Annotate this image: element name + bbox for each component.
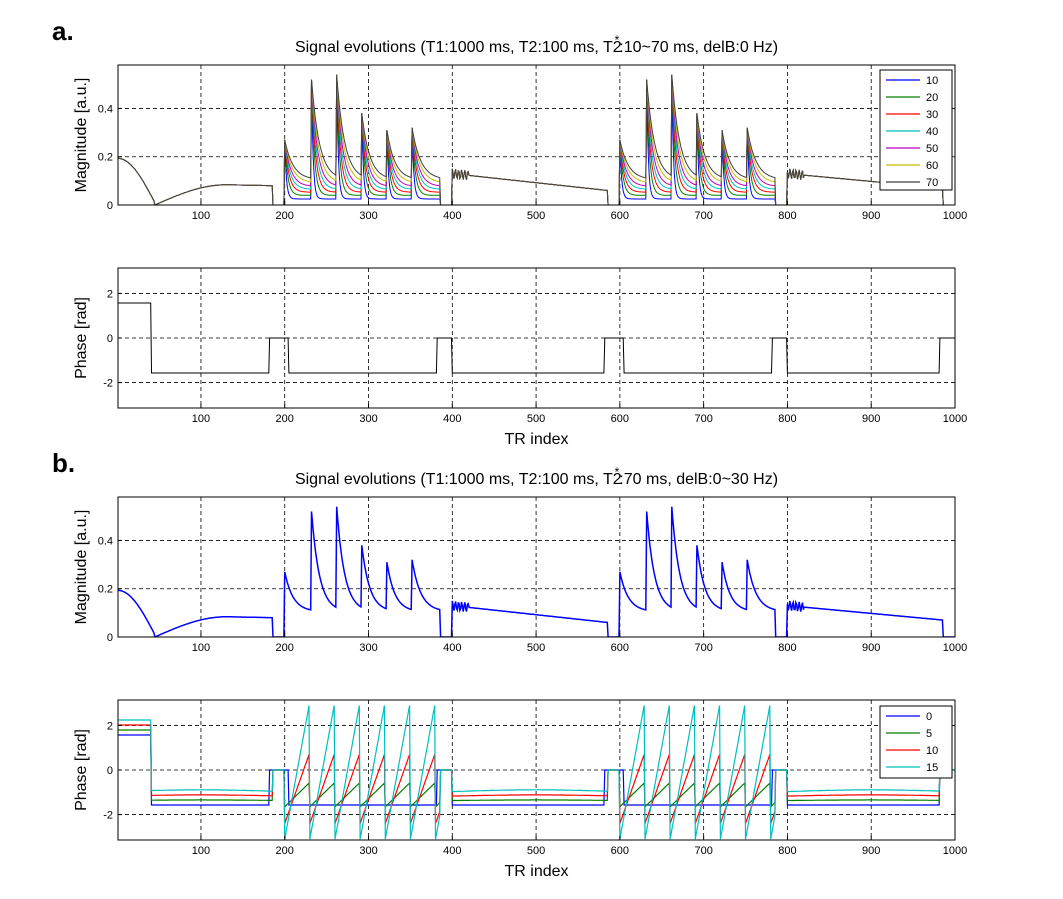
- y-tick-label: 0: [107, 333, 113, 345]
- x-tick-label: 100: [192, 413, 210, 425]
- legend-label-60: 60: [926, 160, 938, 172]
- axes-frame: [117, 267, 956, 409]
- chart-title: Signal evolutions (T1:1000 ms, T2:100 ms…: [295, 465, 778, 488]
- x-tick-label: 400: [443, 210, 461, 222]
- y-axis-label: Magnitude [a.u.]: [73, 78, 90, 193]
- x-tick-label: 200: [276, 210, 294, 222]
- series-line-5: [118, 729, 955, 809]
- y-tick-label: 2: [107, 720, 113, 732]
- x-tick-label: 100: [192, 845, 210, 857]
- legend-box: [879, 705, 953, 779]
- series-line-70: [118, 74, 955, 205]
- series-line-magnitude: [118, 506, 955, 637]
- chart-title: Signal evolutions (T1:1000 ms, T2:100 ms…: [295, 33, 778, 56]
- x-tick-label: 700: [694, 413, 712, 425]
- legend-label-30: 30: [926, 109, 938, 121]
- x-tick-label: 600: [611, 845, 629, 857]
- x-tick-label: 600: [611, 413, 629, 425]
- legend-label-50: 50: [926, 143, 938, 155]
- x-tick-label: 800: [778, 413, 796, 425]
- axes-frame: [117, 64, 956, 206]
- legend-label-10: 10: [926, 75, 938, 87]
- x-tick-label: 800: [778, 845, 796, 857]
- x-tick-label: 700: [694, 642, 712, 654]
- axes-frame: [117, 699, 956, 841]
- x-tick-label: 500: [527, 413, 545, 425]
- x-tick-label: 900: [862, 210, 880, 222]
- legend-label-10: 10: [926, 745, 938, 757]
- legend-label-40: 40: [926, 126, 938, 138]
- y-tick-label: 0.2: [98, 152, 113, 164]
- legend: 10 20 30 40 50 60 70: [879, 69, 953, 191]
- series-line-10: [118, 724, 955, 824]
- x-tick-label: 100: [192, 210, 210, 222]
- x-tick-label: 300: [359, 210, 377, 222]
- x-tick-label: 500: [527, 210, 545, 222]
- x-tick-label: 600: [611, 642, 629, 654]
- x-tick-label: 900: [862, 845, 880, 857]
- y-tick-label: -2: [103, 810, 113, 822]
- x-tick-label: 500: [527, 845, 545, 857]
- x-tick-label: 1000: [943, 210, 967, 222]
- x-tick-label: 300: [359, 413, 377, 425]
- y-tick-label: 0: [107, 765, 113, 777]
- series-line-15: [118, 705, 955, 840]
- legend: 0 5 10 15: [879, 705, 953, 779]
- legend-label-70: 70: [926, 177, 938, 189]
- x-tick-label: 100: [192, 642, 210, 654]
- x-tick-label: 200: [276, 413, 294, 425]
- y-tick-label: 0.4: [98, 535, 113, 547]
- x-tick-label: 400: [443, 642, 461, 654]
- x-tick-label: 900: [862, 642, 880, 654]
- series-line-0: [118, 734, 955, 806]
- x-tick-label: 400: [443, 413, 461, 425]
- x-tick-label: 400: [443, 845, 461, 857]
- x-tick-label: 800: [778, 642, 796, 654]
- legend-label-20: 20: [926, 92, 938, 104]
- y-axis-label: Phase [rad]: [73, 297, 90, 379]
- x-tick-label: 1000: [943, 413, 967, 425]
- y-axis-label: Phase [rad]: [73, 729, 90, 811]
- x-tick-label: 800: [778, 210, 796, 222]
- legend-label-5: 5: [926, 728, 932, 740]
- y-axis-label: Magnitude [a.u.]: [73, 510, 90, 625]
- y-tick-label: 0: [107, 632, 113, 644]
- x-tick-label: 300: [359, 642, 377, 654]
- x-axis-label: TR index: [504, 863, 568, 880]
- legend-label-0: 0: [926, 711, 932, 723]
- x-tick-label: 700: [694, 210, 712, 222]
- x-tick-label: 600: [611, 210, 629, 222]
- x-tick-label: 700: [694, 845, 712, 857]
- x-tick-label: 900: [862, 413, 880, 425]
- x-tick-label: 500: [527, 642, 545, 654]
- y-tick-label: 0: [107, 200, 113, 212]
- panel-label-a: a.: [52, 16, 74, 46]
- x-axis-label: TR index: [504, 431, 568, 448]
- panel-label-b: b.: [52, 448, 75, 478]
- chart-a1: 100 200 300 400 500 600 700 800 900 1000 0 0.2 0.4 Ma…: [73, 33, 967, 222]
- y-tick-label: 0.2: [98, 584, 113, 596]
- axes-frame: [117, 496, 956, 638]
- x-tick-label: 200: [276, 845, 294, 857]
- x-tick-label: 1000: [943, 845, 967, 857]
- y-tick-label: -2: [103, 378, 113, 390]
- chart-b2: 100 200 300 400 500 600 700 800 900 1000-202Phase…: [73, 699, 967, 880]
- x-tick-label: 300: [359, 845, 377, 857]
- x-tick-label: 1000: [943, 642, 967, 654]
- chart-b1: 100 200 300 400 500 600 700 800 900 1000 0 0.2 0.4 Ma…: [73, 465, 967, 654]
- chart-a2: 100 200 300 400 500 600 700 800 900 1000 -2 0 2 Phase…: [73, 267, 967, 448]
- y-tick-label: 2: [107, 288, 113, 300]
- legend-box: [879, 69, 953, 191]
- y-tick-label: 0.4: [98, 103, 113, 115]
- series-line-phase: [118, 302, 955, 374]
- x-tick-label: 200: [276, 642, 294, 654]
- legend-label-15: 15: [926, 762, 938, 774]
